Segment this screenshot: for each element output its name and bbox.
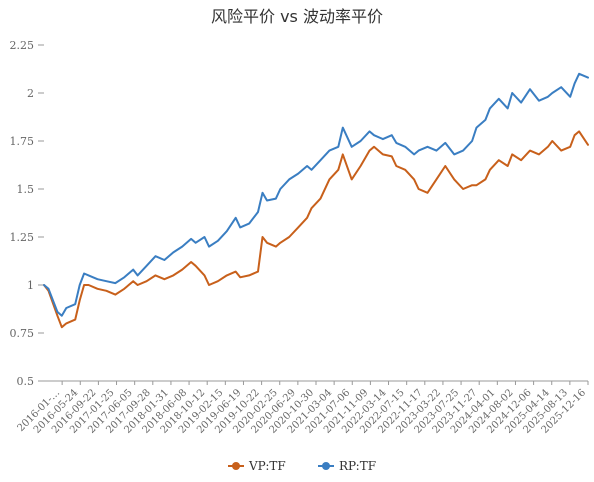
series-line-vp-tf	[43, 130, 589, 329]
series-layer	[43, 72, 589, 329]
legend-item-rp-tf[interactable]: RP:TF	[318, 459, 376, 473]
y-tick-label: 0.75	[10, 327, 35, 340]
legend-dot-marker	[232, 462, 240, 470]
y-tick-label: 1	[27, 279, 34, 292]
legend[interactable]: VP:TF RP:TF	[228, 459, 376, 473]
x-axis: 2016-01-…2016-05-242016-09-222017-01-252…	[16, 380, 589, 436]
legend-item-vp-tf[interactable]: VP:TF	[228, 459, 286, 473]
y-tick-label: 0.5	[17, 375, 35, 388]
y-tick-label: 2.25	[10, 39, 35, 52]
y-axis: 0.5 0.75 1 1.25 1.5 1.75 2 2.25	[10, 39, 44, 388]
series-line-rp-tf	[43, 72, 589, 317]
legend-label: RP:TF	[339, 459, 376, 473]
chart-title: 风险平价 vs 波动率平价	[211, 7, 383, 26]
y-tick-label: 2	[27, 87, 34, 100]
y-tick-label: 1.5	[17, 183, 35, 196]
y-tick-label: 1.75	[10, 135, 35, 148]
legend-label: VP:TF	[248, 459, 286, 473]
y-tick-label: 1.25	[10, 231, 35, 244]
legend-dot-marker	[322, 462, 330, 470]
